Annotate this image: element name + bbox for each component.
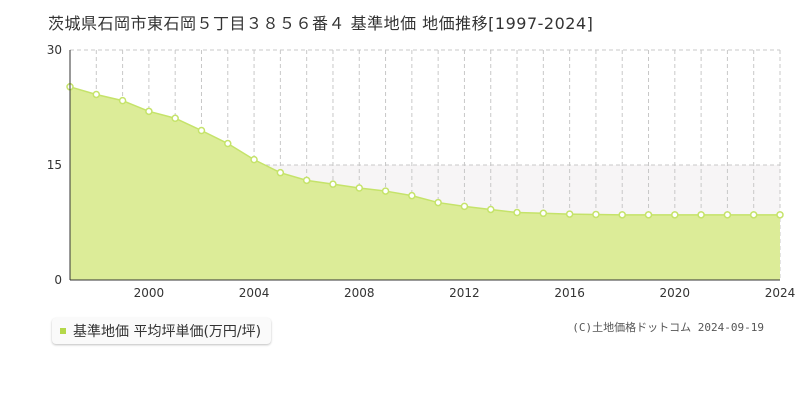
x-tick-label: 2024: [765, 286, 796, 300]
data-point: [434, 198, 442, 207]
data-point: [276, 168, 285, 177]
x-tick-label: 2012: [449, 286, 480, 300]
y-tick-label: 30: [47, 43, 62, 57]
data-point: [145, 107, 153, 116]
x-tick-label: 2016: [554, 286, 585, 300]
data-point: [224, 139, 232, 148]
legend: 基準地価 平均坪単価(万円/坪): [52, 318, 272, 344]
x-tick-label: 2000: [134, 286, 165, 300]
data-point: [329, 180, 337, 188]
data-point: [381, 187, 390, 195]
y-tick-label: 0: [54, 273, 62, 287]
legend-swatch-icon: [60, 328, 66, 334]
chart-title: 茨城県石岡市東石岡５丁目３８５６番４ 基準地価 地価推移[1997-2024]: [48, 14, 594, 33]
data-point: [250, 155, 258, 164]
series-line: [69, 86, 780, 216]
data-point: [618, 211, 626, 219]
legend-label: 基準地価 平均坪単価(万円/坪): [73, 324, 262, 340]
data-point: [197, 126, 206, 135]
data-point: [539, 209, 548, 218]
data-point: [355, 184, 364, 192]
data-point: [486, 205, 495, 214]
x-tick-label: 2008: [344, 286, 375, 300]
data-point: [776, 211, 784, 219]
copyright-text: (C)土地価格ドットコム 2024-09-19: [572, 321, 764, 334]
y-tick-label: 15: [47, 158, 62, 172]
data-point: [749, 211, 758, 219]
series-area: [70, 86, 780, 280]
data-point: [697, 211, 705, 219]
data-point: [171, 114, 179, 122]
x-tick-label: 2020: [660, 286, 691, 300]
data-point: [723, 211, 732, 219]
data-point: [671, 211, 679, 219]
data-point: [302, 176, 311, 185]
data-point: [592, 210, 600, 219]
x-tick-label: 2004: [239, 286, 270, 300]
data-point: [644, 211, 653, 219]
data-point: [513, 208, 521, 217]
data-point: [565, 210, 574, 218]
data-point: [118, 96, 127, 105]
data-point: [460, 202, 469, 211]
data-point: [408, 191, 416, 200]
data-point: [92, 90, 101, 99]
